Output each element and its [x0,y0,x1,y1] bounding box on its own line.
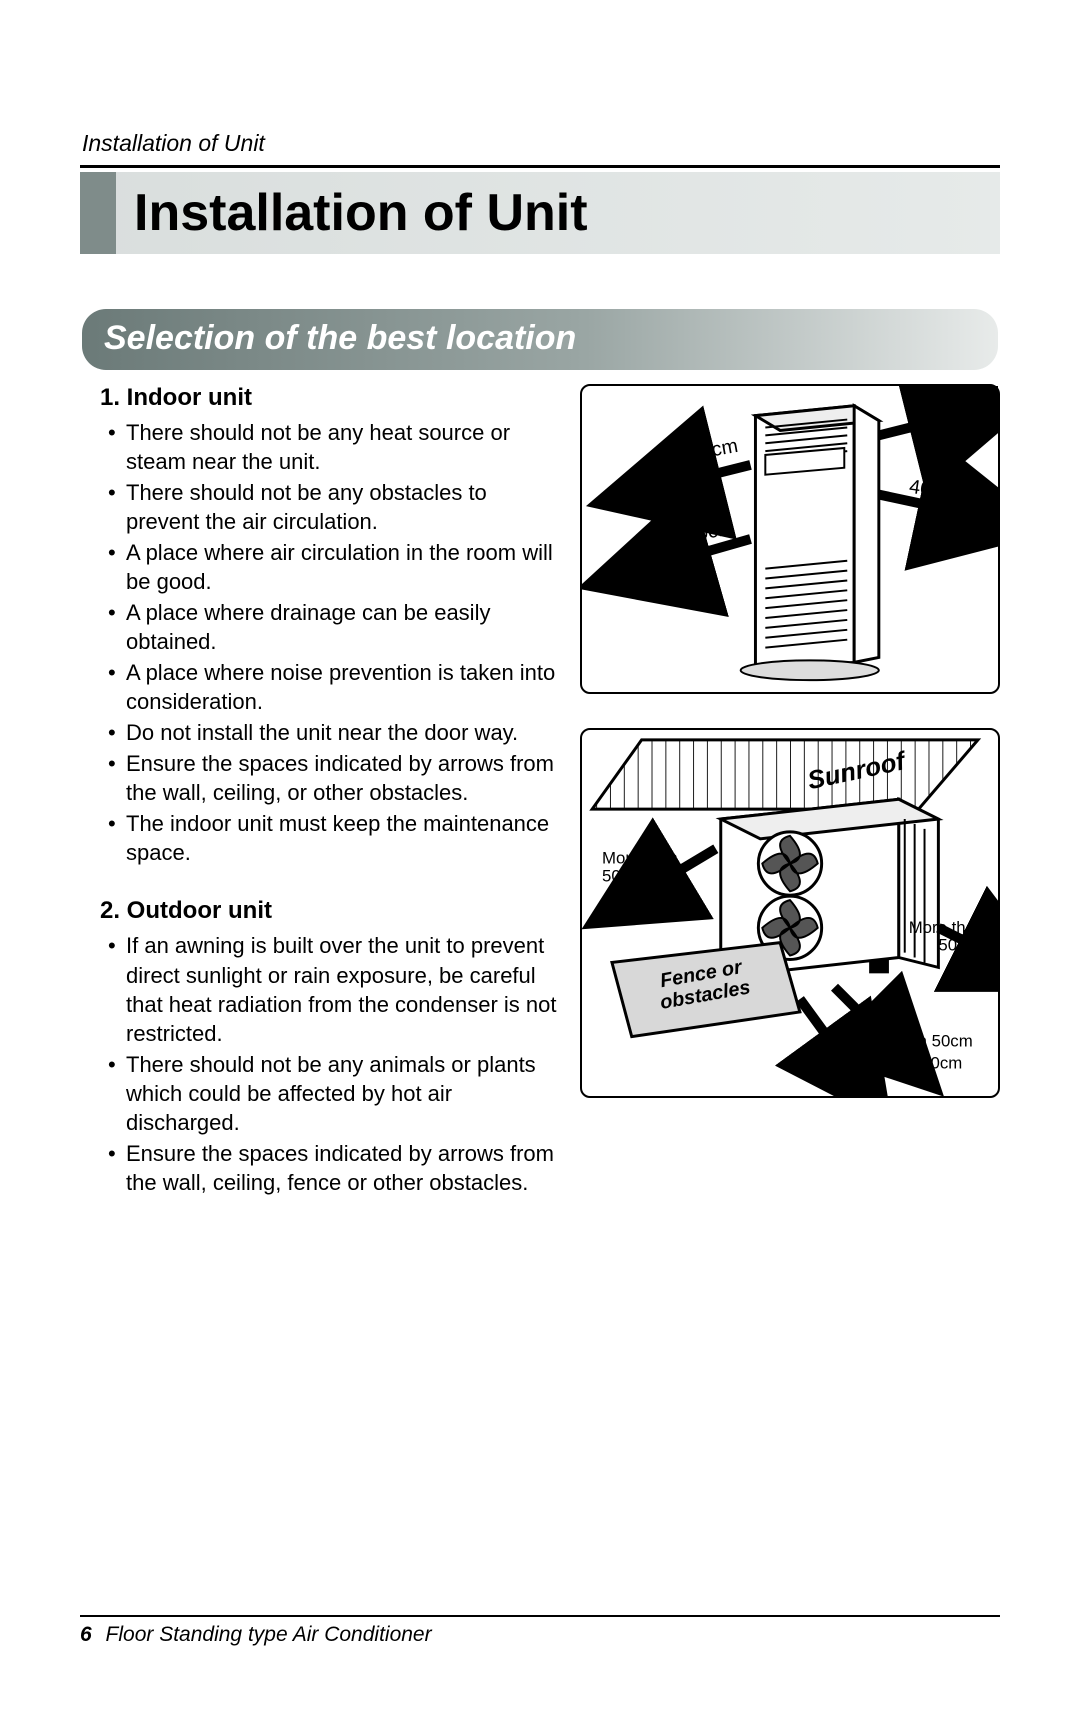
list-item: There should not be any obstacles to pre… [126,478,564,536]
content-row: 1. Indoor unit There should not be any h… [80,384,1000,1199]
outdoor-bullets: If an awning is built over the unit to p… [100,931,564,1196]
left-column: 1. Indoor unit There should not be any h… [80,384,564,1199]
list-item: A place where drainage can be easily obt… [126,598,564,656]
figure-outdoor: Sunroof [580,728,1000,1098]
fig2-label-topleft-1: More than [602,849,678,868]
page-title: Installation of Unit [116,172,588,254]
list-item: There should not be any animals or plant… [126,1050,564,1137]
fig2-label-rightmid-2: 50cm [938,936,979,955]
list-item: There should not be any heat source or s… [126,418,564,476]
list-item: The indoor unit must keep the maintenanc… [126,809,564,867]
running-header: Installation of Unit [80,130,1000,157]
list-item: A place where noise prevention is taken … [126,658,564,716]
fig2-label-bot2: More than 100cm [832,1053,963,1072]
footer-text: Floor Standing type Air Conditioner [106,1623,432,1646]
title-banner: Installation of Unit [80,172,1000,254]
list-item: Do not install the unit near the door wa… [126,718,564,747]
header-rule [80,165,1000,168]
list-item: Ensure the spaces indicated by arrows fr… [126,749,564,807]
page-number: 6 [80,1623,92,1646]
section-heading: Selection of the best location [82,309,998,370]
list-item: A place where air circulation in the roo… [126,538,564,596]
fig1-label-left-top: 40cm [688,435,739,465]
list-item: Ensure the spaces indicated by arrows fr… [126,1139,564,1197]
right-column: 40cm 100cm 5cm 40cm Sun [580,384,1000,1199]
indoor-heading: 1. Indoor unit [100,384,564,412]
title-accent-bar [80,172,116,254]
outdoor-heading: 2. Outdoor unit [100,897,564,925]
fig1-label-right-top: 5cm [910,397,951,425]
fig2-label-bot1: More than 50cm [851,1032,972,1051]
indoor-bullets: There should not be any heat source or s… [100,418,564,867]
footer: 6 Floor Standing type Air Conditioner [80,1615,1000,1647]
list-item: If an awning is built over the unit to p… [126,931,564,1047]
fig2-label-topleft-2: 50cm [602,866,643,885]
fig2-label-rightmid-1: More than [909,918,985,937]
figure-indoor: 40cm 100cm 5cm 40cm [580,384,1000,694]
